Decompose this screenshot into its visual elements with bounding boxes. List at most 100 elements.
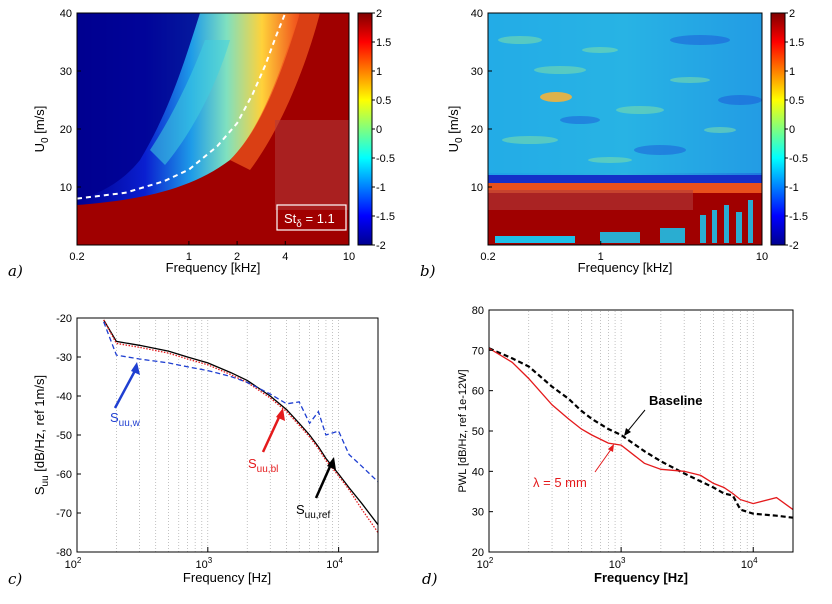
series-line [103, 321, 378, 483]
colorbar-a [357, 12, 373, 246]
x-tick-label: 0.2 [480, 251, 495, 263]
colorbar-tick-label: 0 [789, 124, 795, 136]
annot-lambda: λ = 5 mm [533, 444, 614, 490]
heatmap-b-field [488, 13, 762, 245]
strouhal-curve [76, 12, 287, 200]
annotation-box [276, 204, 347, 231]
axes-c-ticks: 102 103 104 -20 -30 -40 -50 -60 -70 -80 [56, 313, 343, 571]
series-line [489, 347, 793, 511]
y-tick-label: -60 [56, 469, 72, 481]
panel-c: 102 103 104 -20 -30 -40 -50 -60 -70 -80 Suu,w Suu… [8, 313, 379, 588]
colorbar-tick-label: 0.5 [789, 95, 804, 107]
xlabel-a: Frequency [kHz] [166, 260, 261, 275]
x-tick-label: 104 [741, 556, 758, 571]
label-suu-bl: Suu,bl [248, 456, 278, 475]
heatmap-a-field [77, 13, 349, 245]
x-tick-label: 102 [477, 556, 494, 571]
xlabel-c: Frequency [Hz] [183, 570, 271, 585]
label-baseline: Baseline [649, 393, 702, 408]
y-tick-label: -70 [56, 508, 72, 520]
colorbar-tick-label: -1.5 [789, 211, 808, 223]
x-tick-label: 10 [343, 251, 355, 263]
x-tick-label: 103 [195, 556, 212, 571]
x-tick-label: 1 [186, 251, 192, 263]
x-tick-label: 104 [326, 556, 343, 571]
y-tick-label: 60 [472, 386, 484, 398]
annot-suu-w: Suu,w [110, 362, 141, 429]
ylabel-a: U0 [m/s] [32, 106, 51, 153]
annot-baseline: Baseline [624, 393, 702, 436]
y-tick-label: -40 [56, 391, 72, 403]
axes-b-ticks: 0.2 1 10 10 20 30 40 [471, 8, 768, 263]
colorbar-tick-label: -2 [376, 240, 386, 252]
y-tick-label: -30 [56, 352, 72, 364]
y-tick-label: -20 [56, 313, 72, 325]
series-line [489, 347, 793, 519]
panel-d: 102 103 104 80 70 60 50 40 30 20 Baseline λ = 5 m… [422, 305, 794, 588]
colorbar-tick-label: -1 [376, 182, 386, 194]
colorbar-tick-label: -2 [789, 240, 799, 252]
ylabel-c: Suu [dB/Hz, ref 1m/s] [32, 375, 51, 495]
x-tick-label: 4 [282, 251, 288, 263]
panel-letter-c: c) [8, 570, 22, 588]
label-suu-ref: Suu,ref [296, 502, 330, 521]
series-line [103, 319, 378, 533]
axes-d-series [489, 347, 793, 519]
y-tick-label: 80 [472, 305, 484, 317]
axes-a-ticks: 0.2 1 2 4 10 10 20 30 40 [60, 8, 355, 263]
y-tick-label: 30 [472, 507, 484, 519]
label-suu-w: Suu,w [110, 410, 141, 429]
panel-letter-a: a) [8, 262, 23, 280]
x-tick-label: 0.2 [69, 251, 84, 263]
y-tick-label: 10 [471, 182, 483, 194]
panel-letter-b: b) [420, 262, 436, 280]
colorbar-tick-label: 2 [376, 8, 382, 20]
colorbar-tick-label: -0.5 [376, 153, 395, 165]
colorbar-tick-label: -1 [789, 182, 799, 194]
axes-c-series [103, 319, 378, 533]
colorbar-b [770, 12, 786, 246]
xlabel-b: Frequency [kHz] [578, 260, 673, 275]
series-line [103, 319, 378, 526]
x-tick-label: 103 [609, 556, 626, 571]
colorbar-tick-label: -1.5 [376, 211, 395, 223]
y-tick-label: 20 [471, 124, 483, 136]
colorbar-tick-label: -0.5 [789, 153, 808, 165]
x-tick-label: 102 [65, 556, 82, 571]
y-tick-label: 20 [60, 124, 72, 136]
annot-suu-bl: Suu,bl [248, 408, 285, 475]
colorbar-tick-label: 0 [376, 124, 382, 136]
colorbar-tick-label: 1 [789, 66, 795, 78]
panel-letter-d: d) [422, 570, 438, 588]
x-tick-label: 10 [756, 251, 768, 263]
ylabel-b: U0 [m/s] [446, 106, 465, 153]
axes-d-bg [489, 310, 793, 552]
axes-d-ticks: 102 103 104 80 70 60 50 40 30 20 [472, 305, 758, 571]
colorbar-b-ticks: 2 1.5 1 0.5 0 -0.5 -1 -1.5 -2 [785, 8, 808, 252]
label-lambda: λ = 5 mm [533, 475, 587, 490]
colorbar-tick-label: 1 [376, 66, 382, 78]
x-tick-label: 1 [598, 251, 604, 263]
y-tick-label: 70 [472, 345, 484, 357]
x-tick-label: 2 [234, 251, 240, 263]
y-tick-label: -80 [56, 547, 72, 559]
y-tick-label: 40 [472, 466, 484, 478]
annot-suu-ref: Suu,ref [296, 457, 336, 521]
axes-c-grid [76, 318, 379, 552]
colorbar-a-ticks: 2 1.5 1 0.5 0 -0.5 -1 -1.5 -2 [372, 8, 395, 252]
y-tick-label: 40 [60, 8, 72, 20]
y-tick-label: 20 [472, 547, 484, 559]
y-tick-label: 50 [472, 426, 484, 438]
colorbar-tick-label: 1.5 [789, 37, 804, 49]
colorbar-tick-label: 2 [789, 8, 795, 20]
colorbar-tick-label: 0.5 [376, 95, 391, 107]
xlabel-d: Frequency [Hz] [594, 570, 688, 585]
colorbar-tick-label: 1.5 [376, 37, 391, 49]
y-tick-label: 30 [60, 66, 72, 78]
strouhal-annotation: Stδ = 1.1 [284, 211, 335, 230]
y-tick-label: -50 [56, 430, 72, 442]
ylabel-d: PWL [dB/Hz, ref 1e-12W] [457, 369, 469, 492]
